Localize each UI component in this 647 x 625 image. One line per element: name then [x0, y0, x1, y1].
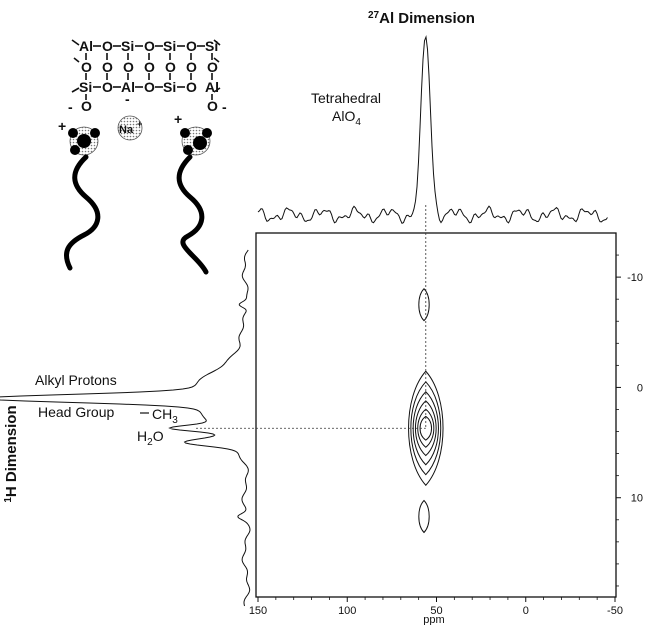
alkyl-tail-right: [176, 154, 209, 275]
charge-minus: -: [68, 99, 73, 115]
atom-o: O: [165, 59, 176, 75]
title-superscript: 27: [368, 10, 380, 21]
charge-plus: +: [137, 119, 142, 129]
zeolite-structure-diagram: Al O Si O Si O Si O O O O O O O Si O Al …: [58, 38, 227, 275]
h2o-subscript: 2: [147, 437, 153, 448]
atom-o: O: [81, 98, 92, 114]
ylabel-superscript: 1: [3, 497, 14, 503]
alo4-main: AlO: [332, 108, 355, 124]
sodium-ion: Na +: [117, 115, 143, 141]
annotation-tetrahedral: Tetrahedral: [311, 90, 381, 106]
y-dimension-title: 1H Dimension: [3, 405, 20, 502]
atom-o: O: [207, 98, 218, 114]
atom-si: Si: [163, 79, 176, 95]
h2o-h: H: [137, 428, 147, 444]
left-projection-spectrum: [0, 249, 251, 607]
atom-o: O: [123, 59, 134, 75]
charge-minus: -: [125, 91, 130, 107]
surfactant-head-left: [68, 126, 100, 156]
alkyl-tail-left: [64, 154, 101, 271]
contour-level: [415, 400, 437, 457]
atom-o: O: [207, 59, 218, 75]
atom-o: O: [186, 59, 197, 75]
surfactant-head-right: [180, 126, 212, 156]
ch3-subscript: 3: [172, 415, 178, 426]
atom-si: Si: [163, 38, 176, 54]
x-tick-label: 50: [430, 605, 442, 617]
contour-group: [408, 287, 444, 534]
annotation-head-group: Head Group: [38, 404, 114, 420]
annotation-ch3: CH3: [152, 406, 178, 426]
atom-o: O: [81, 59, 92, 75]
x-tick-label: -50: [607, 605, 623, 617]
structure-atoms: Al O Si O Si O Si O O O O O O O Si O Al …: [58, 38, 227, 134]
y-tick-label: -10: [627, 272, 643, 284]
ylabel-main: H Dimension: [3, 405, 20, 497]
contour-level: [419, 415, 433, 441]
atom-o: O: [144, 79, 155, 95]
annotation-alkyl-protons: Alkyl Protons: [35, 372, 117, 388]
h2o-o: O: [153, 428, 164, 444]
annotation-h2o: H2O: [137, 428, 164, 448]
contour-level: [408, 370, 444, 486]
atom-o: O: [144, 59, 155, 75]
charge-plus: +: [174, 111, 182, 127]
structure-bonds: [71, 39, 221, 100]
atom-o: O: [102, 59, 113, 75]
contour-level: [418, 499, 430, 534]
contour-level: [410, 381, 442, 476]
atom-o: O: [186, 79, 197, 95]
x-tick-label: 0: [523, 605, 529, 617]
atom-al: Al: [79, 38, 93, 54]
atom-o: O: [102, 79, 113, 95]
contour-level: [417, 408, 435, 448]
atom-si: Si: [205, 38, 218, 54]
ch3-main: CH: [152, 406, 172, 422]
title-main: Al Dimension: [379, 10, 475, 27]
atom-si: Si: [121, 38, 134, 54]
y-tick-label: 10: [631, 493, 643, 505]
contour-level: [412, 391, 439, 466]
y-tick-label: 0: [637, 382, 643, 394]
atom-na: Na: [119, 124, 134, 136]
atom-o: O: [186, 38, 197, 54]
atom-o: O: [102, 38, 113, 54]
x-tick-label: 150: [249, 605, 267, 617]
plot-frame: [255, 232, 617, 598]
charge-minus: -: [222, 99, 227, 115]
atom-al: Al: [205, 79, 219, 95]
x-tick-label: 100: [338, 605, 356, 617]
contour-level: [418, 287, 430, 322]
charge-plus: +: [58, 118, 66, 134]
y-axis-ticks: -10 0 10: [616, 254, 643, 587]
annotation-alo4: AlO4: [332, 108, 361, 128]
atom-si: Si: [79, 79, 92, 95]
top-dimension-title: 27Al Dimension: [368, 10, 475, 27]
alo4-subscript: 4: [355, 117, 361, 128]
top-projection-spectrum: [257, 35, 608, 224]
atom-o: O: [144, 38, 155, 54]
x-axis-ticks: 150 100 50 0 -50: [249, 597, 623, 617]
atom-al: Al: [121, 79, 135, 95]
x-axis-label: ppm: [423, 614, 444, 625]
